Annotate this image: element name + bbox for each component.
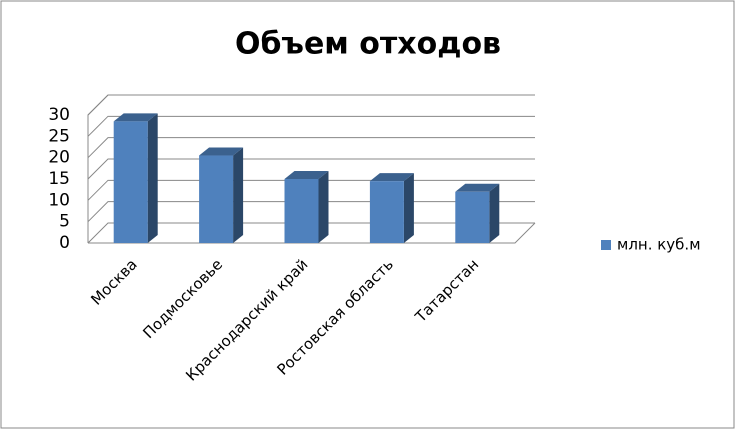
bar-side	[318, 171, 329, 243]
legend-label: млн. куб.м	[617, 236, 701, 254]
bar	[369, 173, 414, 243]
y-tick-label: 25	[48, 126, 70, 146]
bar-front	[199, 155, 234, 243]
bar-side	[147, 113, 158, 244]
bar-top	[113, 113, 158, 122]
bar-top	[199, 147, 244, 156]
bar-side	[489, 183, 500, 243]
y-tick-label: 10	[48, 190, 70, 210]
bar	[113, 113, 158, 244]
bar-side	[403, 173, 414, 243]
bar	[455, 183, 500, 243]
bar-front	[369, 181, 404, 243]
y-tick-label: 5	[59, 212, 70, 232]
bar	[284, 171, 329, 243]
bar-front	[113, 121, 148, 243]
bar-top	[284, 171, 329, 179]
y-tick-label: 20	[48, 148, 70, 168]
bar-side	[233, 147, 244, 243]
y-tick-label: 15	[48, 169, 70, 189]
legend-swatch	[601, 240, 611, 250]
grid-line	[87, 115, 535, 137]
chart-title: Объем отходов	[235, 27, 501, 62]
bar-front	[455, 191, 490, 243]
y-tick-label: 30	[48, 105, 70, 125]
bar	[199, 147, 244, 243]
bar-front	[284, 179, 319, 243]
bar-top	[369, 173, 414, 182]
grid-line	[87, 94, 535, 116]
y-tick-label: 0	[59, 233, 70, 253]
grid-line	[87, 158, 535, 180]
bar-top	[455, 183, 500, 192]
grid-line	[87, 137, 535, 159]
